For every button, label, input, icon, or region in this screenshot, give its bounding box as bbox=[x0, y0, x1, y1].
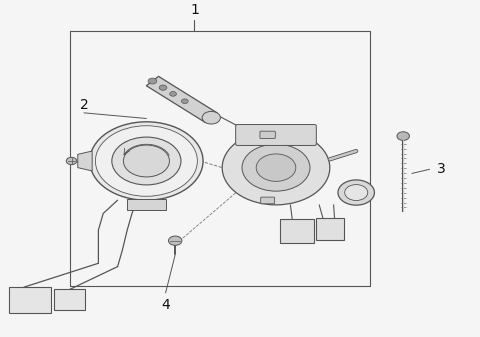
FancyBboxPatch shape bbox=[9, 286, 51, 313]
FancyBboxPatch shape bbox=[316, 218, 344, 240]
FancyBboxPatch shape bbox=[54, 289, 85, 310]
Circle shape bbox=[66, 157, 77, 165]
Circle shape bbox=[181, 99, 188, 103]
Polygon shape bbox=[146, 76, 217, 122]
Circle shape bbox=[345, 185, 368, 201]
Circle shape bbox=[96, 126, 197, 196]
Circle shape bbox=[222, 130, 330, 205]
FancyBboxPatch shape bbox=[260, 131, 276, 139]
Circle shape bbox=[90, 122, 203, 200]
Circle shape bbox=[168, 236, 182, 245]
Polygon shape bbox=[78, 151, 92, 171]
FancyBboxPatch shape bbox=[236, 125, 316, 146]
Circle shape bbox=[397, 132, 409, 141]
Circle shape bbox=[169, 92, 176, 96]
Circle shape bbox=[148, 78, 157, 84]
Circle shape bbox=[242, 144, 310, 191]
Circle shape bbox=[112, 137, 181, 185]
Circle shape bbox=[123, 145, 169, 177]
Circle shape bbox=[202, 112, 220, 124]
FancyBboxPatch shape bbox=[280, 219, 314, 243]
Polygon shape bbox=[127, 198, 166, 210]
Circle shape bbox=[159, 85, 167, 90]
Circle shape bbox=[338, 180, 374, 205]
Circle shape bbox=[256, 154, 296, 181]
Text: 1: 1 bbox=[190, 3, 199, 17]
Text: 4: 4 bbox=[161, 298, 170, 312]
Text: 3: 3 bbox=[437, 162, 445, 176]
FancyBboxPatch shape bbox=[261, 197, 275, 204]
Text: 2: 2 bbox=[80, 97, 88, 112]
